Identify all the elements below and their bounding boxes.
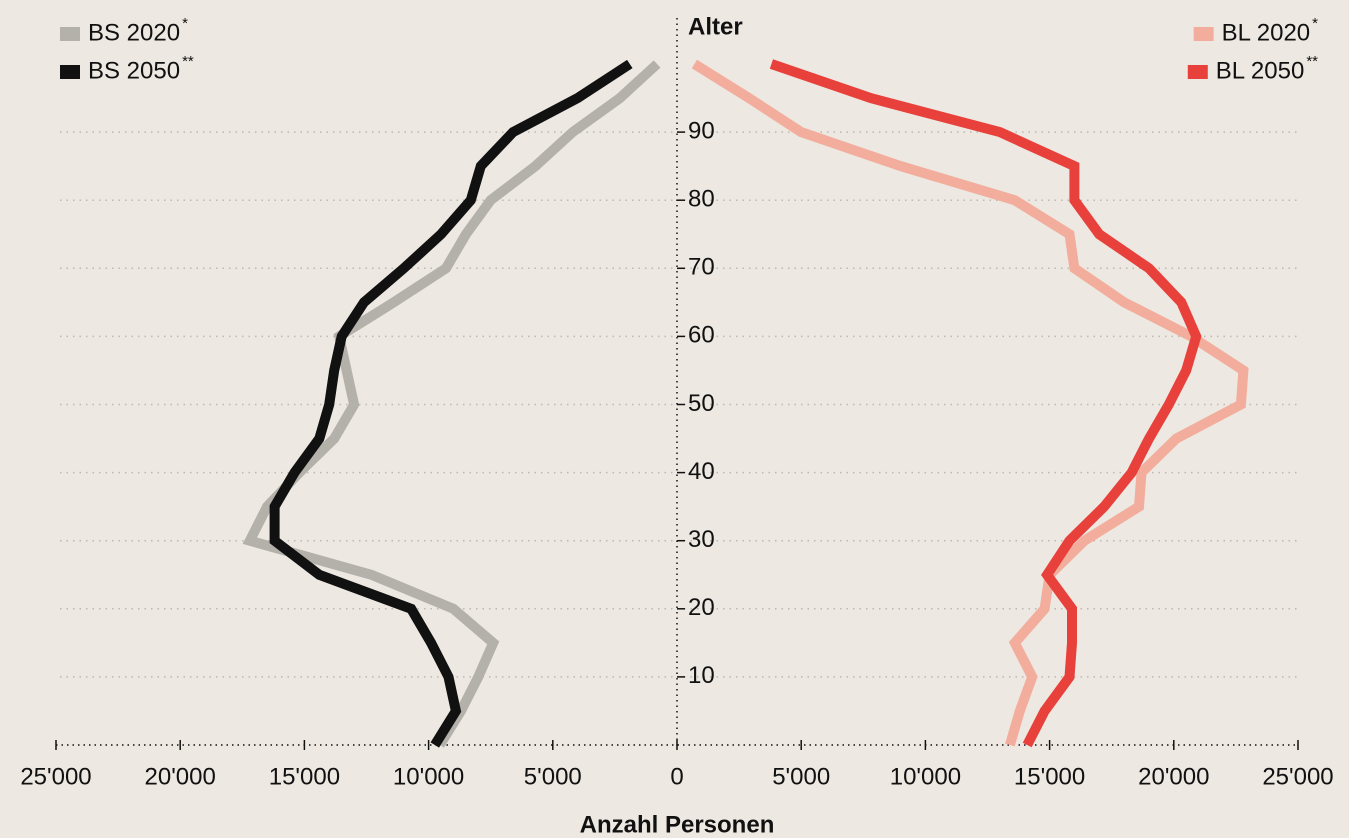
legend-marker: * — [1312, 15, 1318, 32]
legend-swatch — [1193, 27, 1214, 41]
x-tick-label: 10'000 — [890, 763, 961, 790]
x-tick-label: 5'000 — [524, 763, 582, 790]
legend-item: BL 2020 * — [1193, 15, 1318, 46]
legend-label: BL 2020 — [1222, 19, 1311, 46]
legend-swatch — [1187, 65, 1208, 79]
series-line — [769, 59, 1202, 748]
x-tick-label: 20'000 — [1138, 763, 1209, 790]
y-tick-label: 70 — [688, 254, 715, 281]
x-tick-label: 15'000 — [1014, 763, 1085, 790]
x-tick-label: 20'000 — [145, 763, 216, 790]
legend-marker: ** — [182, 53, 194, 70]
y-tick-label: 50 — [688, 390, 715, 417]
series-line — [691, 59, 1249, 747]
legend-label: BS 2050 — [88, 57, 180, 84]
series-line — [269, 59, 633, 748]
y-tick-label: 30 — [688, 526, 715, 553]
legend-marker: ** — [1306, 53, 1318, 70]
y-tick-label: 60 — [688, 322, 715, 349]
x-tick-label: 25'000 — [20, 763, 91, 790]
legend-swatch — [60, 27, 80, 41]
x-title: Anzahl Personen — [580, 811, 775, 838]
legend-item: BS 2050 ** — [60, 53, 194, 84]
x-tick-label: 15'000 — [269, 763, 340, 790]
y-tick-label: 10 — [688, 662, 715, 689]
legend-item: BL 2050 ** — [1187, 53, 1318, 84]
series-line — [242, 60, 661, 748]
legend-label: BS 2020 — [88, 19, 180, 46]
y-tick-label: 40 — [688, 458, 715, 485]
x-tick-label: 5'000 — [772, 763, 830, 790]
legend-label: BL 2050 — [1216, 57, 1305, 84]
x-tick-label: 10'000 — [393, 763, 464, 790]
y-tick-label: 20 — [688, 594, 715, 621]
y-tick-label: 90 — [688, 117, 715, 144]
legend-swatch — [60, 65, 80, 79]
legend-marker: * — [182, 15, 188, 32]
y-title: Alter — [688, 13, 743, 40]
x-tick-label: 0 — [670, 763, 683, 790]
legend-item: BS 2020 * — [60, 15, 188, 46]
y-tick-label: 80 — [688, 186, 715, 213]
x-tick-label: 25'000 — [1262, 763, 1333, 790]
